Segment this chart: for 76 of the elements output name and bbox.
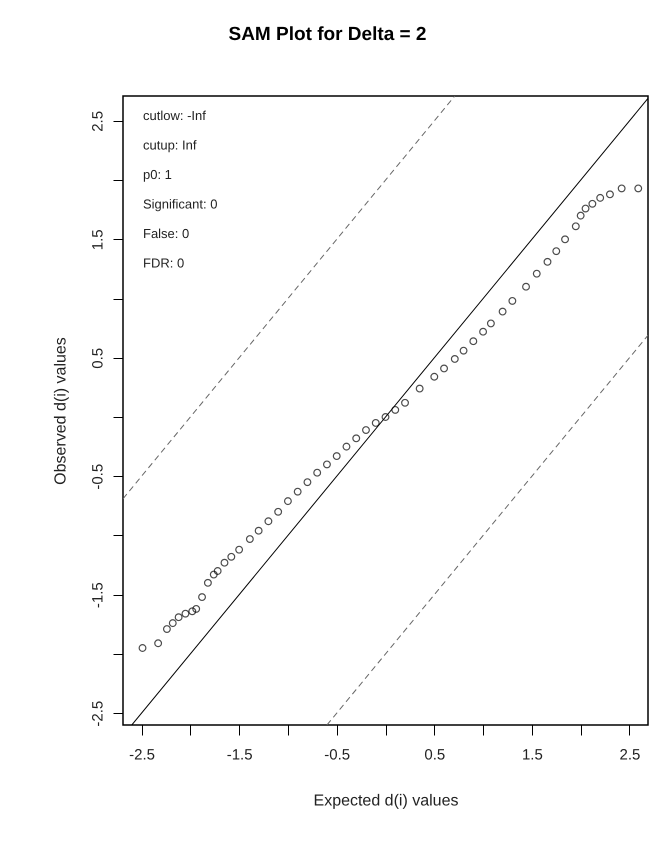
point bbox=[522, 282, 530, 291]
y-tick-label: 2.5 bbox=[90, 110, 106, 132]
point bbox=[313, 468, 322, 477]
point bbox=[246, 535, 254, 543]
point bbox=[342, 442, 350, 451]
point bbox=[606, 190, 614, 198]
y-tick-label: -0.5 bbox=[90, 464, 106, 490]
point bbox=[634, 184, 642, 192]
x-tick-label: -1.5 bbox=[226, 746, 253, 764]
point bbox=[227, 552, 236, 561]
point bbox=[498, 308, 507, 316]
point bbox=[469, 337, 478, 346]
point bbox=[138, 644, 146, 652]
point bbox=[401, 398, 409, 407]
point bbox=[162, 625, 171, 633]
point bbox=[479, 328, 488, 336]
point bbox=[204, 578, 212, 587]
point bbox=[182, 610, 190, 618]
y-tick-label: 0.5 bbox=[90, 348, 106, 369]
point bbox=[486, 319, 495, 328]
y-axis-title: Observed d(i) values bbox=[52, 337, 70, 485]
point bbox=[214, 567, 222, 575]
point bbox=[576, 212, 585, 220]
point bbox=[154, 639, 162, 648]
point bbox=[596, 194, 604, 202]
chart-title: SAM Plot for Delta = 2 bbox=[228, 24, 426, 45]
point bbox=[264, 517, 272, 526]
point bbox=[254, 526, 263, 535]
annotation: cutup: Inf bbox=[143, 138, 197, 152]
x-tick-label: 1.5 bbox=[522, 746, 543, 764]
point bbox=[552, 247, 560, 256]
x-tick-label: -2.5 bbox=[129, 746, 155, 764]
x-tick-label: -0.5 bbox=[324, 746, 350, 764]
point bbox=[274, 508, 282, 516]
point bbox=[450, 355, 459, 363]
point bbox=[544, 258, 552, 266]
point bbox=[391, 406, 400, 414]
point bbox=[322, 460, 331, 468]
annotation: False: 0 bbox=[143, 226, 190, 241]
point bbox=[588, 200, 596, 208]
annotation: p0: 1 bbox=[143, 167, 172, 182]
point bbox=[192, 604, 200, 613]
annotation: FDR: 0 bbox=[143, 256, 184, 270]
point bbox=[284, 497, 292, 506]
point bbox=[618, 184, 626, 192]
point bbox=[220, 558, 228, 567]
point bbox=[430, 372, 438, 381]
point bbox=[372, 418, 380, 427]
point bbox=[572, 222, 580, 230]
point bbox=[416, 384, 424, 393]
annotation: Significant: 0 bbox=[143, 196, 218, 212]
point bbox=[561, 235, 570, 244]
point bbox=[235, 546, 244, 554]
y-tick-label: -2.5 bbox=[90, 700, 106, 727]
x-tick-label: 2.5 bbox=[620, 746, 640, 764]
point bbox=[188, 607, 196, 616]
point bbox=[508, 296, 516, 305]
point bbox=[352, 434, 360, 442]
point bbox=[440, 364, 448, 372]
point bbox=[582, 204, 590, 212]
x-axis-title: Expected d(i) values bbox=[314, 792, 458, 810]
annotation: cutlow: -Inf bbox=[143, 108, 206, 123]
point bbox=[198, 593, 206, 602]
point bbox=[303, 478, 312, 486]
point bbox=[460, 346, 468, 355]
point bbox=[332, 452, 341, 460]
point bbox=[382, 413, 390, 421]
point bbox=[174, 613, 183, 622]
x-tick-label: 0.5 bbox=[424, 746, 446, 764]
point bbox=[210, 570, 218, 579]
y-tick-label: -1.5 bbox=[90, 582, 106, 608]
y-tick-label: 1.5 bbox=[90, 229, 106, 250]
point bbox=[168, 619, 177, 628]
point bbox=[294, 488, 302, 496]
point bbox=[532, 270, 541, 278]
point bbox=[362, 426, 370, 434]
